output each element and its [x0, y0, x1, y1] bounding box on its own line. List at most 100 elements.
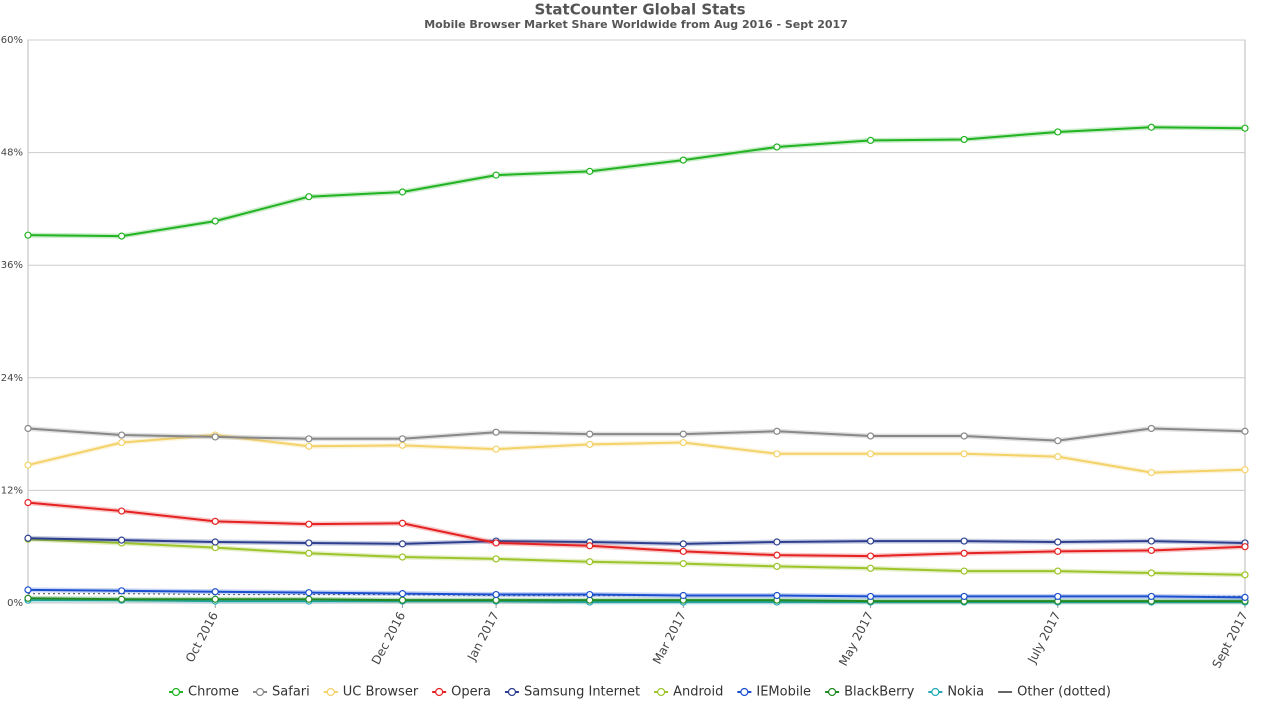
series-line-glow: [27, 124, 1246, 239]
legend-swatch-marker: [171, 687, 181, 697]
legend-label: Nokia: [947, 685, 984, 700]
point: [866, 450, 875, 458]
point: [679, 430, 687, 438]
y-tick-label: 48%: [1, 148, 23, 159]
y-tick-label: 24%: [1, 373, 23, 384]
point: [960, 592, 968, 601]
point: [1054, 128, 1062, 136]
point: [398, 519, 407, 527]
x-tick-label: Oct 2016: [183, 609, 221, 664]
point: [773, 551, 781, 559]
point: [305, 549, 313, 557]
point: [24, 534, 32, 542]
point: [24, 231, 32, 239]
series-line: [27, 427, 1246, 442]
point: [773, 538, 781, 546]
legend-label: BlackBerry: [844, 685, 915, 700]
point: [866, 564, 875, 572]
legend-swatch-marker: [827, 687, 837, 697]
point: [305, 520, 313, 528]
point: [118, 507, 126, 515]
legend-label: Samsung Internet: [524, 685, 640, 700]
series-line: [27, 588, 1246, 599]
chart-title: StatCounter Global Stats: [534, 1, 745, 19]
point: [586, 558, 594, 566]
point: [960, 450, 968, 458]
point: [586, 440, 594, 449]
point: [118, 587, 126, 595]
point: [866, 432, 875, 440]
x-tick-label: July 2017: [1024, 609, 1063, 666]
point: [305, 595, 313, 603]
point: [118, 438, 126, 447]
point: [866, 592, 875, 601]
point: [211, 517, 219, 525]
series-line: [27, 501, 1246, 558]
y-tick-label: 36%: [1, 260, 23, 271]
point: [492, 539, 500, 547]
legend-label: Chrome: [188, 685, 239, 700]
point: [1147, 468, 1155, 477]
point: [398, 540, 407, 548]
point: [586, 430, 594, 438]
point: [960, 567, 968, 575]
point: [1147, 546, 1155, 555]
y-tick-label: 12%: [1, 485, 23, 496]
x-tick-label: May 2017: [836, 609, 876, 668]
point: [118, 232, 126, 240]
point: [866, 136, 875, 145]
point: [398, 188, 407, 196]
point: [305, 435, 313, 443]
legend-label: Other (dotted): [1017, 685, 1111, 700]
point: [1054, 547, 1062, 555]
legend-swatch-marker: [931, 687, 940, 697]
legend-swatch-marker: [326, 687, 335, 697]
chart-subtitle: Mobile Browser Market Share Worldwide fr…: [424, 18, 848, 31]
point: [586, 167, 594, 175]
legend-swatch-marker: [507, 687, 517, 697]
series-line: [27, 597, 1245, 603]
point: [492, 590, 500, 599]
point: [118, 431, 126, 439]
point: [773, 143, 781, 151]
point: [24, 461, 32, 469]
point: [1054, 592, 1062, 601]
point: [1147, 424, 1155, 433]
point: [211, 595, 219, 603]
legend-label: Opera: [451, 685, 491, 700]
legend-swatch-marker: [657, 687, 666, 697]
point: [960, 432, 968, 440]
point: [24, 498, 32, 507]
point: [1241, 427, 1249, 435]
series-line: [27, 538, 1246, 576]
point: [305, 589, 313, 597]
point: [398, 590, 407, 598]
x-tick-label: Sept 2017: [1209, 609, 1250, 670]
point: [679, 559, 687, 568]
point: [118, 595, 126, 603]
point: [1241, 543, 1249, 551]
x-tick-label: Dec 2016: [369, 609, 408, 666]
point: [773, 427, 781, 435]
point: [1241, 124, 1249, 132]
legend-label: IEMobile: [756, 685, 811, 700]
point: [1241, 571, 1249, 579]
legend-label: UC Browser: [343, 685, 419, 700]
point: [492, 428, 500, 436]
point: [211, 538, 219, 546]
legend-swatch-marker: [740, 687, 749, 697]
point: [773, 562, 781, 571]
point: [398, 553, 407, 561]
point: [398, 435, 407, 443]
point: [866, 537, 875, 545]
point: [866, 552, 875, 560]
point: [305, 539, 313, 547]
point: [305, 442, 313, 450]
point: [586, 590, 594, 599]
legend: Chrome Safari UC Browser Opera Samsung Inter…: [169, 685, 1111, 700]
legend-swatch-marker: [435, 687, 444, 697]
point: [24, 424, 32, 433]
point: [960, 549, 968, 557]
series-line: [27, 126, 1246, 238]
point: [398, 596, 407, 604]
